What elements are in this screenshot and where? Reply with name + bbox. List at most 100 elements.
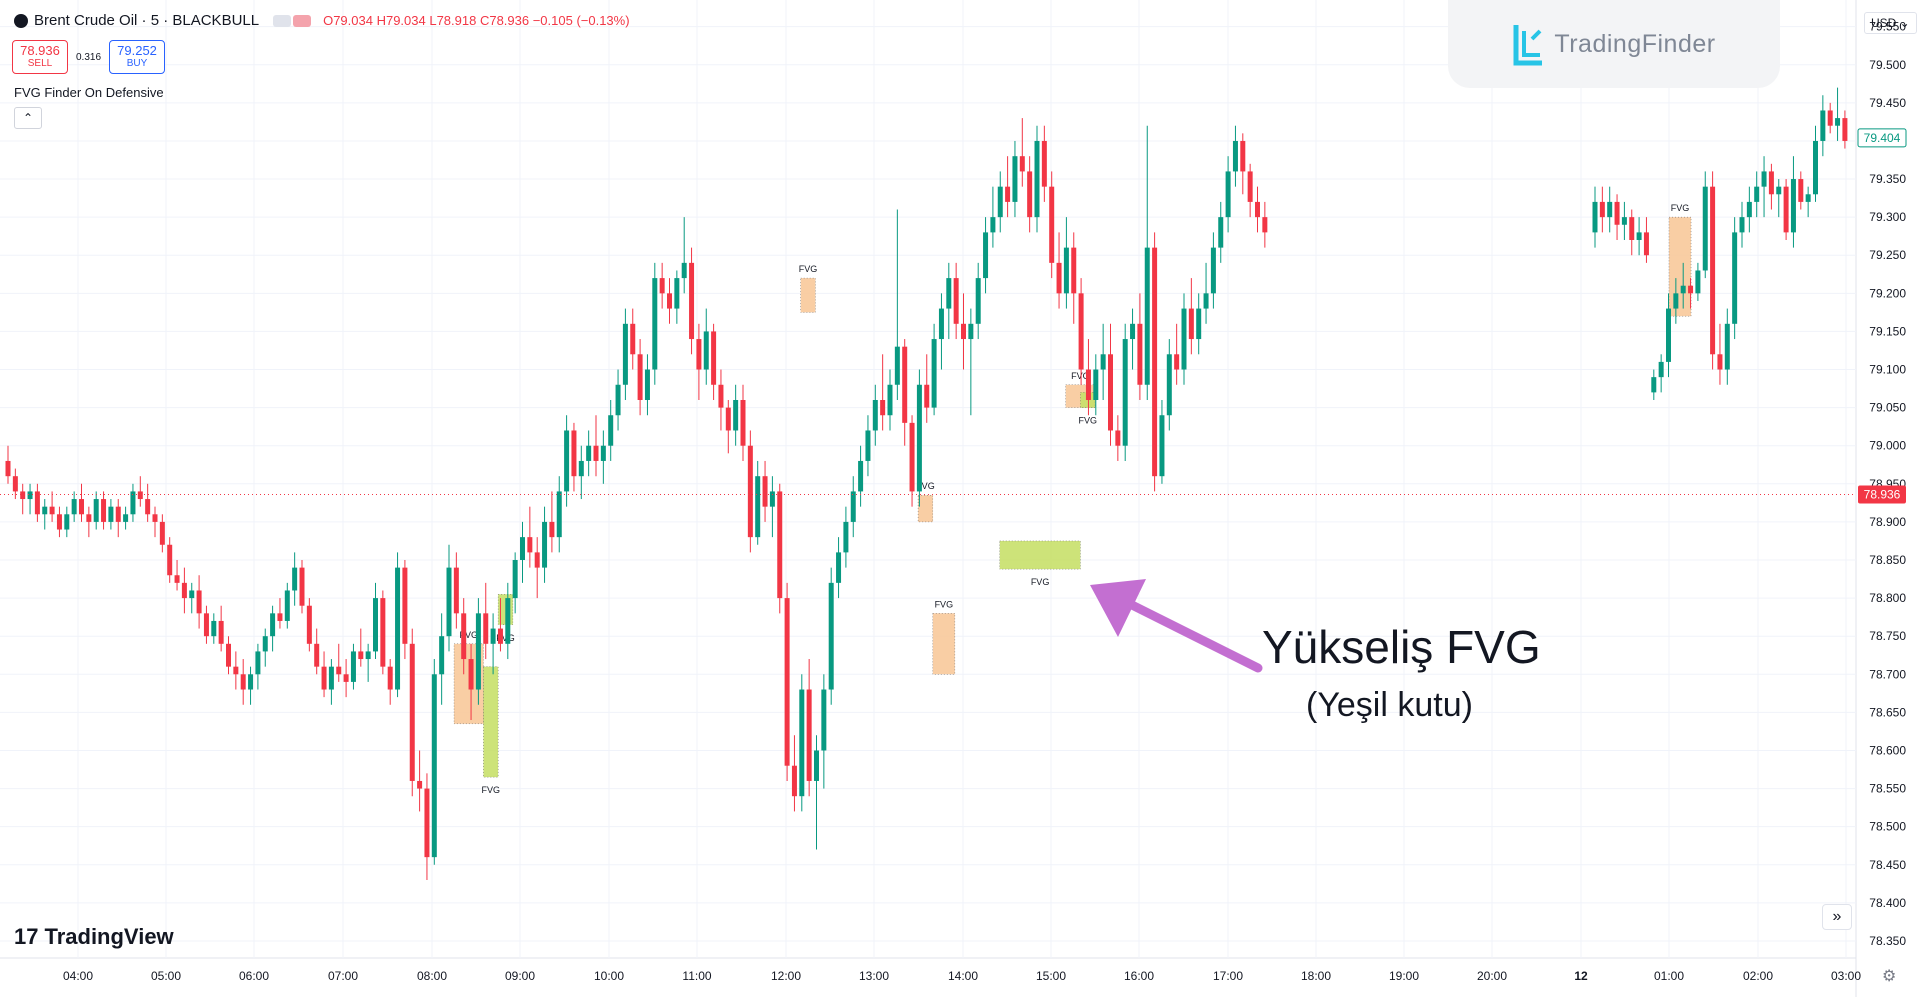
sell-label: SELL (27, 58, 53, 69)
candle (373, 582, 378, 660)
candle-body (1174, 354, 1180, 370)
tradingview-logo[interactable]: 17 TradingView (14, 924, 174, 950)
candle-body (696, 339, 702, 370)
symbol-header[interactable]: Brent Crude Oil · 5 · BLACKBULL O79.034 … (14, 12, 630, 29)
fvg-label: FVG (1071, 371, 1090, 381)
sell-button[interactable]: 78.936 SELL (12, 40, 68, 74)
candle (505, 582, 511, 660)
candle (152, 506, 158, 538)
candle (821, 674, 827, 789)
ohlc-values: O79.034 H79.034 L78.918 C78.936 −0.105 (… (323, 13, 630, 28)
candle-body (659, 278, 665, 294)
candle-body (86, 514, 92, 522)
candle (159, 514, 165, 553)
candle (1614, 194, 1620, 240)
tradingfinder-logo-icon (1513, 25, 1543, 66)
candle (1717, 323, 1723, 385)
currency-selector[interactable]: USD ⌄ (1864, 12, 1917, 34)
candle (196, 575, 202, 629)
candle-body (1805, 194, 1811, 202)
sell-price: 78.936 (20, 43, 60, 58)
candle-body (1739, 217, 1745, 233)
candle (527, 506, 533, 568)
candle (1607, 186, 1613, 233)
x-tick-label: 11:00 (682, 969, 711, 983)
fvg-zone-bearish (917, 494, 934, 523)
x-tick-label: 03:00 (1831, 969, 1861, 983)
candle (1636, 217, 1642, 256)
gear-icon[interactable]: ⚙ (1882, 968, 1897, 985)
candle-body (218, 620, 224, 644)
candle-body (1768, 171, 1774, 195)
candle-body (446, 567, 452, 637)
candle (233, 651, 239, 690)
symbol-title[interactable]: Brent Crude Oil · 5 · BLACKBULL (34, 12, 260, 29)
candle (64, 506, 70, 538)
candle (667, 278, 672, 324)
candle-body (828, 582, 834, 690)
candle-body (1049, 186, 1055, 263)
candle-body (1225, 171, 1231, 218)
candle (34, 483, 40, 522)
candle (1680, 262, 1686, 309)
candle-body (226, 643, 231, 667)
candle (93, 491, 99, 530)
candle (1599, 186, 1605, 233)
candle (681, 217, 687, 294)
brand-name: TradingFinder (1554, 29, 1716, 58)
y-tick-label: 79.150 (1869, 324, 1906, 338)
candle-body (1152, 247, 1158, 477)
candle-body (644, 369, 650, 400)
candle-body (1159, 415, 1165, 477)
scroll-to-realtime-button[interactable]: » (1822, 904, 1852, 930)
y-tick-label: 79.450 (1869, 96, 1906, 110)
candle (608, 400, 614, 461)
candle-body (1658, 361, 1664, 378)
candle-body (1673, 293, 1679, 309)
candle (711, 323, 717, 400)
candle (644, 354, 650, 416)
candle-body (1005, 186, 1011, 202)
candle-body (1746, 201, 1752, 218)
candle (769, 476, 775, 538)
candle (218, 605, 224, 652)
candle (850, 476, 856, 538)
candle (791, 735, 797, 812)
visibility-icon[interactable] (273, 14, 292, 27)
flag-icon[interactable] (293, 14, 312, 27)
candle-body (542, 521, 548, 568)
candle (564, 415, 570, 507)
candle-body (747, 445, 753, 538)
candle (79, 483, 84, 522)
candle-body (417, 780, 423, 789)
candle (101, 491, 107, 530)
buy-label: BUY (126, 58, 148, 69)
candle-body (299, 567, 305, 606)
candle (12, 468, 18, 500)
candle (1739, 201, 1745, 248)
candle-body (395, 567, 401, 690)
candle-body (1100, 354, 1106, 370)
candle-body (997, 186, 1003, 218)
candle (380, 590, 386, 675)
candle-body (1754, 186, 1760, 202)
candle-body (887, 384, 893, 416)
candle-body (961, 323, 966, 340)
candle-body (12, 476, 18, 492)
indicator-title[interactable]: FVG Finder On Defensive (14, 85, 164, 100)
candle-body (350, 651, 356, 682)
candle (299, 560, 305, 614)
candle (453, 552, 459, 629)
candle-body (108, 506, 114, 522)
candle-body (20, 491, 26, 500)
x-tick-label: 09:00 (505, 969, 535, 983)
close-price-tag (1857, 128, 1907, 148)
candle (1805, 186, 1811, 218)
buy-button[interactable]: 79.252 BUY (109, 40, 166, 74)
collapse-indicators-button[interactable]: ⌃ (14, 107, 42, 129)
candle-body (1196, 308, 1202, 340)
candle (1835, 87, 1841, 141)
y-tick-label: 78.450 (1869, 858, 1906, 872)
